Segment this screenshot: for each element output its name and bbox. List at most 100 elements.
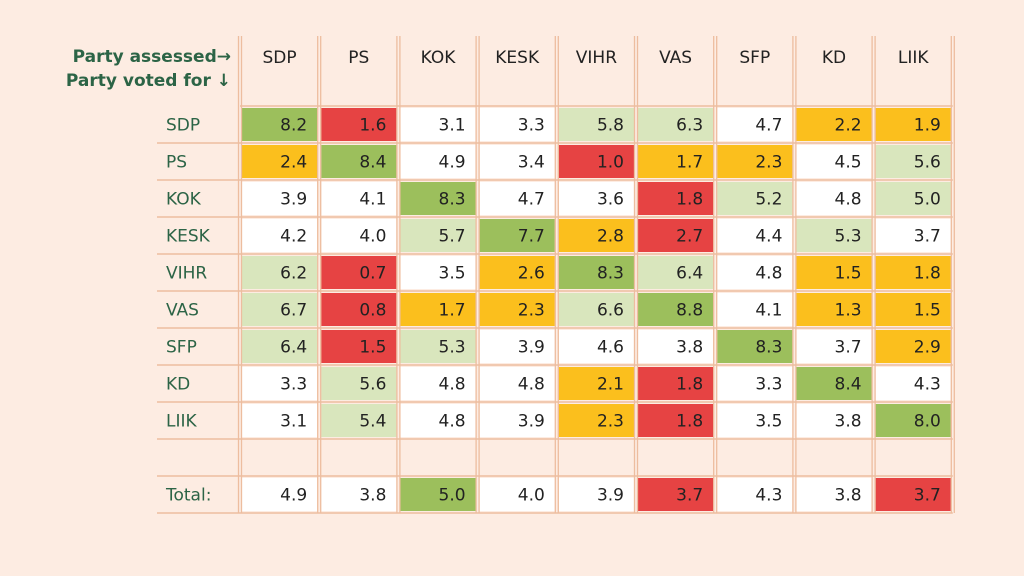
- cell-vihr-kok: [400, 256, 476, 289]
- corner-label-party-voted-for: Party voted for ↓: [66, 71, 231, 91]
- cell-kd-liik: [875, 367, 951, 400]
- row-label-kd: KD: [166, 375, 190, 395]
- column-header-kd: KD: [822, 48, 846, 68]
- cell-kd-vas: [638, 367, 714, 400]
- cell-value-sfp-kesk: 3.9: [518, 338, 545, 358]
- column-header-sdp: SDP: [263, 48, 297, 68]
- cell-value-vas-kd: 1.3: [835, 301, 862, 321]
- column-header-sfp: SFP: [739, 48, 770, 68]
- cell-liik-kesk: [479, 404, 555, 437]
- cell-kok-vas: [638, 182, 714, 215]
- cell-value-vihr-liik: 1.8: [914, 264, 941, 284]
- cell-value-sfp-sdp: 6.4: [280, 338, 307, 358]
- cell-value-ps-liik: 5.6: [914, 153, 941, 173]
- cell-liik-kok: [400, 404, 476, 437]
- row-label-sdp: SDP: [166, 116, 200, 136]
- cell-sdp-kesk: [479, 108, 555, 141]
- cell-kok-sdp: [242, 182, 318, 215]
- cell-kesk-kesk: [479, 219, 555, 252]
- cell-value-kd-vas: 1.8: [676, 375, 703, 395]
- total-cell-sfp: [717, 478, 793, 511]
- cell-value-sdp-liik: 1.9: [914, 116, 941, 136]
- row-label-kesk: KESK: [166, 227, 211, 247]
- cell-value-kd-ps: 5.6: [359, 375, 386, 395]
- column-header-kok: KOK: [421, 48, 457, 68]
- total-cell-sdp: [242, 478, 318, 511]
- cell-liik-vas: [638, 404, 714, 437]
- cell-value-vihr-ps: 0.7: [359, 264, 386, 284]
- cell-value-liik-liik: 8.0: [914, 412, 941, 432]
- cell-sdp-vihr: [558, 108, 634, 141]
- cell-value-sdp-vihr: 5.8: [597, 116, 624, 136]
- cell-value-vihr-sdp: 6.2: [280, 264, 307, 284]
- cell-vas-vihr: [558, 293, 634, 326]
- cell-liik-sfp: [717, 404, 793, 437]
- cell-ps-liik: [875, 145, 951, 178]
- cell-value-vas-kesk: 2.3: [518, 301, 545, 321]
- cell-value-vihr-vas: 6.4: [676, 264, 703, 284]
- cell-value-kd-liik: 4.3: [914, 375, 941, 395]
- cell-kok-kesk: [479, 182, 555, 215]
- cell-value-sdp-kok: 3.1: [439, 116, 466, 136]
- cell-kesk-sdp: [242, 219, 318, 252]
- cell-value-vas-ps: 0.8: [359, 301, 386, 321]
- column-header-liik: LIIK: [898, 48, 929, 68]
- cell-sdp-kd: [796, 108, 872, 141]
- cell-value-kd-sfp: 3.3: [755, 375, 782, 395]
- cell-sfp-kd: [796, 330, 872, 363]
- row-label-liik: LIIK: [166, 412, 197, 432]
- column-header-vihr: VIHR: [576, 48, 617, 68]
- cell-value-kesk-liik: 3.7: [914, 227, 941, 247]
- cell-value-ps-kd: 4.5: [835, 153, 862, 173]
- cell-kd-ps: [321, 367, 397, 400]
- cell-kd-vihr: [558, 367, 634, 400]
- cell-value-liik-sfp: 3.5: [755, 412, 782, 432]
- cell-ps-sdp: [242, 145, 318, 178]
- cell-value-sfp-vas: 3.8: [676, 338, 703, 358]
- cell-kok-vihr: [558, 182, 634, 215]
- cell-vas-liik: [875, 293, 951, 326]
- cell-value-sdp-kd: 2.2: [835, 116, 862, 136]
- cell-ps-kok: [400, 145, 476, 178]
- cell-value-kok-sfp: 5.2: [755, 190, 782, 210]
- cell-ps-kd: [796, 145, 872, 178]
- cell-kd-kok: [400, 367, 476, 400]
- cell-sdp-kok: [400, 108, 476, 141]
- total-value-liik: 3.7: [914, 486, 941, 506]
- cell-ps-kesk: [479, 145, 555, 178]
- cell-value-vas-vihr: 6.6: [597, 301, 624, 321]
- row-label-ps: PS: [166, 153, 187, 173]
- row-label-vas: VAS: [166, 301, 199, 321]
- cell-vihr-sfp: [717, 256, 793, 289]
- cell-value-vas-sdp: 6.7: [280, 301, 307, 321]
- cell-vihr-ps: [321, 256, 397, 289]
- cell-vas-sdp: [242, 293, 318, 326]
- cell-value-vihr-kesk: 2.6: [518, 264, 545, 284]
- total-value-kesk: 4.0: [518, 486, 545, 506]
- total-cell-vihr: [558, 478, 634, 511]
- total-value-sdp: 4.9: [280, 486, 307, 506]
- cell-kesk-kd: [796, 219, 872, 252]
- column-header-kesk: KESK: [495, 48, 540, 68]
- total-value-vihr: 3.9: [597, 486, 624, 506]
- cell-sdp-ps: [321, 108, 397, 141]
- cell-vas-kd: [796, 293, 872, 326]
- cell-value-vihr-kok: 3.5: [439, 264, 466, 284]
- cell-sdp-vas: [638, 108, 714, 141]
- cell-value-kesk-sdp: 4.2: [280, 227, 307, 247]
- cell-value-sfp-sfp: 8.3: [755, 338, 782, 358]
- cell-value-liik-kd: 3.8: [835, 412, 862, 432]
- cell-value-kd-vihr: 2.1: [597, 375, 624, 395]
- row-label-vihr: VIHR: [166, 264, 207, 284]
- cell-kesk-kok: [400, 219, 476, 252]
- cell-liik-vihr: [558, 404, 634, 437]
- cell-sfp-sdp: [242, 330, 318, 363]
- cell-value-liik-sdp: 3.1: [280, 412, 307, 432]
- cell-ps-vas: [638, 145, 714, 178]
- cell-value-kok-ps: 4.1: [359, 190, 386, 210]
- cell-vihr-kd: [796, 256, 872, 289]
- cell-vihr-vihr: [558, 256, 634, 289]
- cell-value-liik-kesk: 3.9: [518, 412, 545, 432]
- cell-value-ps-kok: 4.9: [439, 153, 466, 173]
